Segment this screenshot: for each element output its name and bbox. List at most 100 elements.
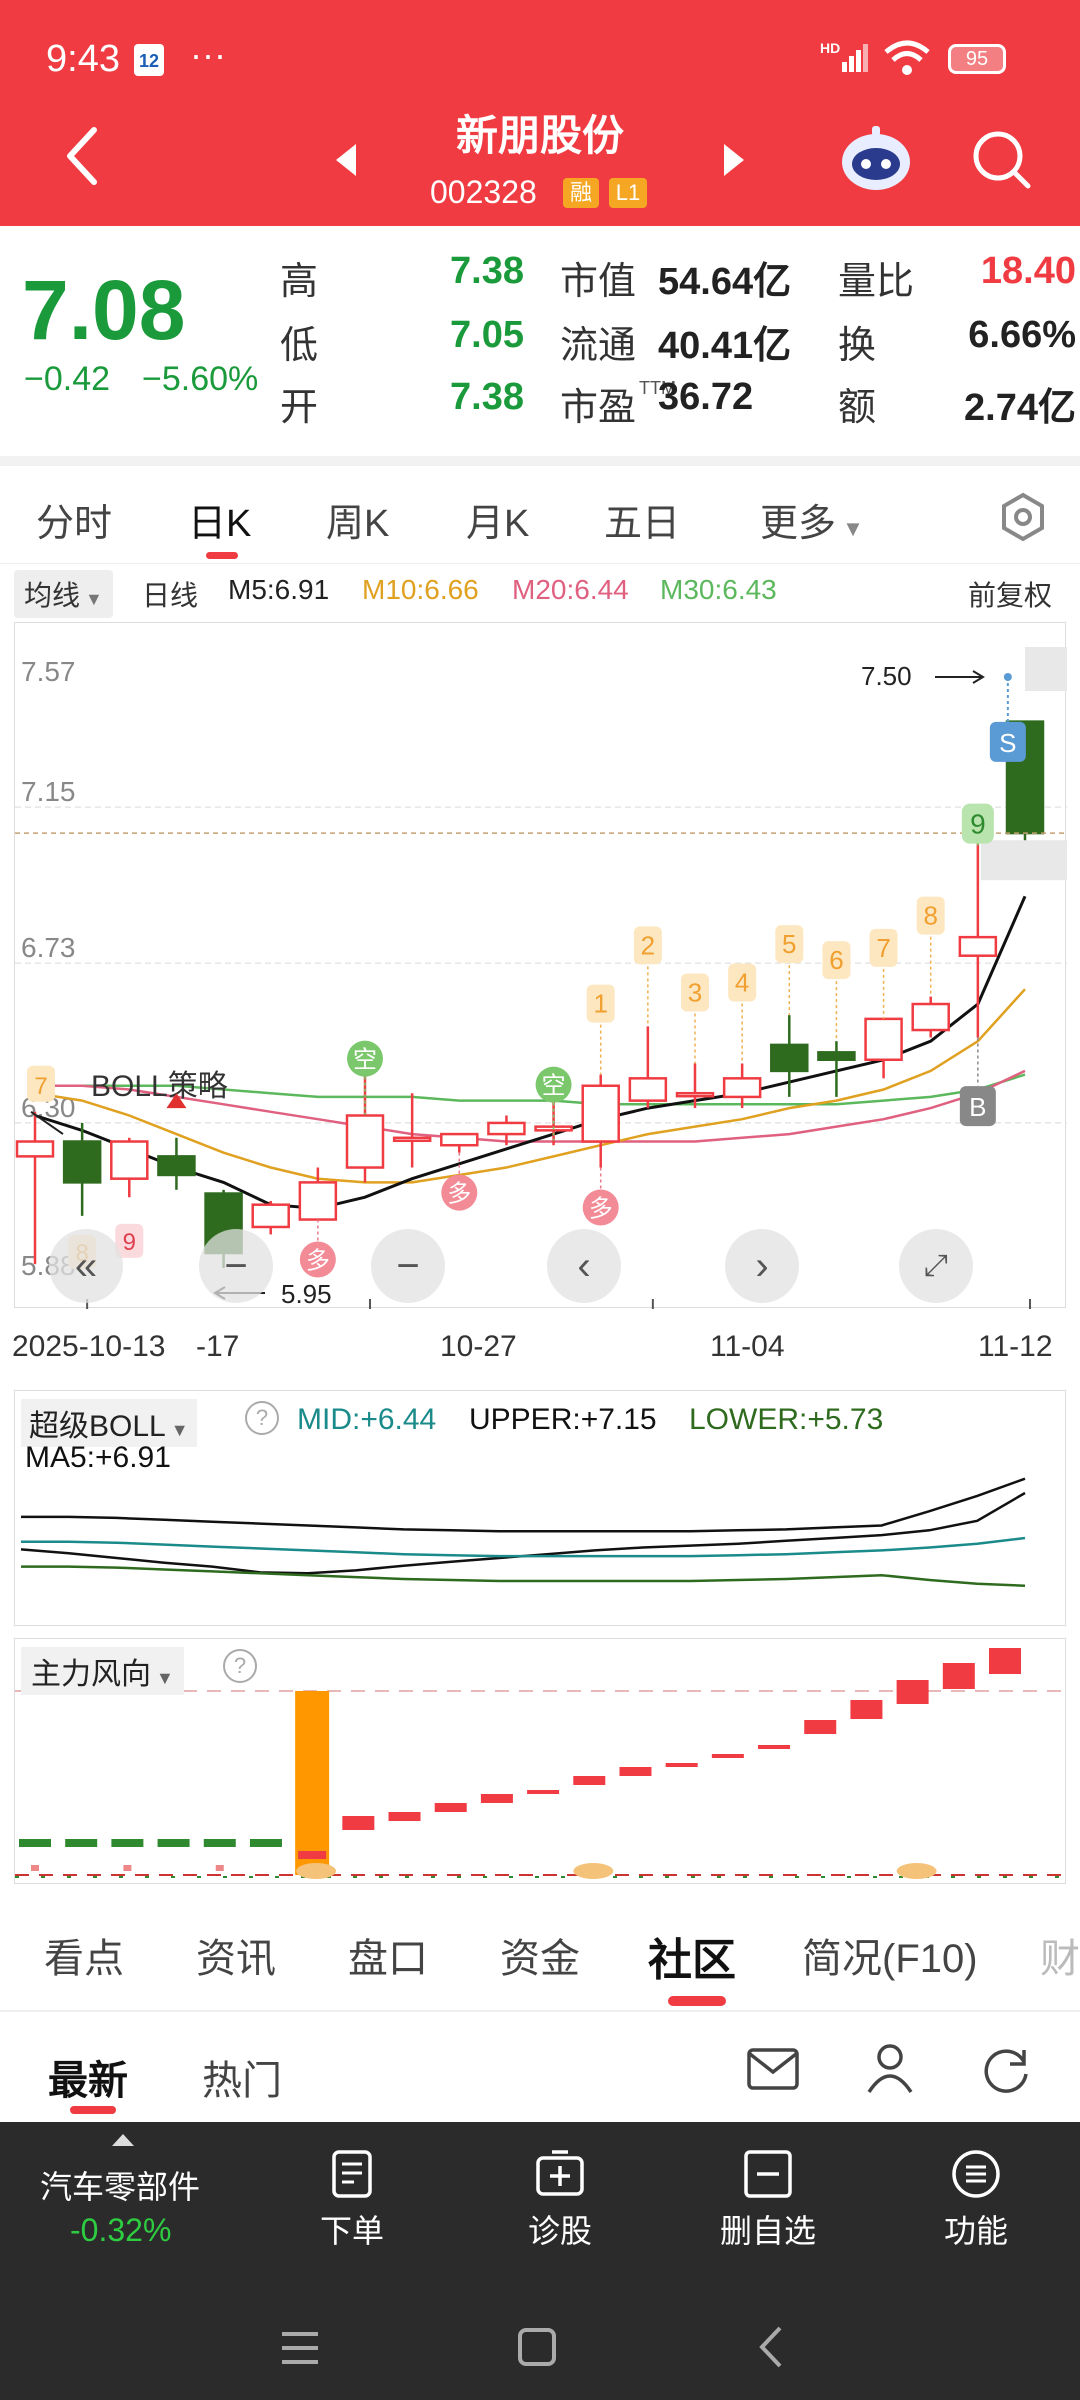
user-icon[interactable] <box>866 2042 914 2094</box>
zoom-out-button-2[interactable]: − <box>371 1229 445 1303</box>
price-box <box>981 840 1067 881</box>
strategy-label: BOLL策略 <box>91 1070 228 1103</box>
quote-label: 高 <box>280 261 319 303</box>
short-tag <box>347 1040 383 1077</box>
sequence-tag <box>728 963 757 1002</box>
sequence-tag-red <box>115 1223 144 1258</box>
tab-hot[interactable]: 热门 <box>202 2059 282 2103</box>
flow-bar <box>758 1745 791 1749</box>
zoom-out-button[interactable]: − <box>199 1229 273 1303</box>
tab-community[interactable]: 社区 <box>648 1936 736 1985</box>
diagnose-icon <box>536 2150 584 2196</box>
flow-selector[interactable]: 主力风向 ▼ <box>21 1647 184 1695</box>
refresh-icon[interactable] <box>980 2044 1032 2094</box>
flow-bar <box>65 1839 98 1847</box>
sequence-tag-number: 3 <box>688 977 702 1007</box>
flow-bar <box>665 1763 698 1767</box>
boll-panel: 超级BOLL ▼ ? MID:+6.44 UPPER:+7.15 LOWER:+… <box>14 1390 1066 1626</box>
chart-period-tabs: 分时 日K 周K 月K 五日 更多 ▼ <box>0 468 1080 564</box>
short-tag-label: 空 <box>542 1072 566 1100</box>
scroll-left-fast-button[interactable]: « <box>49 1229 123 1303</box>
functions-button[interactable]: 功能 <box>896 2148 1056 2252</box>
tab-daily-k[interactable]: 日K <box>188 503 252 545</box>
order-icon <box>332 2150 372 2198</box>
sequence-tag <box>869 928 898 967</box>
kline-chart[interactable]: 7.577.156.736.305.887.505.95BOLL策略123456… <box>14 622 1067 1309</box>
quote-label: 开 <box>280 387 319 429</box>
tab-orderbook[interactable]: 盘口 <box>348 1937 428 1981</box>
flow-tick <box>123 1865 132 1871</box>
candle-body <box>817 1051 856 1062</box>
quote-value: 7.38 <box>450 250 524 292</box>
expand-up-icon[interactable] <box>110 2132 136 2148</box>
divider <box>0 456 1080 466</box>
settings-hexagon-icon[interactable] <box>998 492 1048 542</box>
menu-circle-icon <box>952 2150 1000 2198</box>
boll-selector[interactable]: 超级BOLL ▼ <box>21 1399 197 1447</box>
sequence-tag <box>916 896 945 935</box>
sector-name[interactable]: 汽车零部件 <box>40 2169 201 2205</box>
sequence-tag <box>681 973 709 1012</box>
sequence-tag <box>775 925 804 964</box>
active-tab-indicator <box>206 552 238 559</box>
main-force-panel: 主力风向 ▼ ? <box>14 1638 1067 1884</box>
quote-value: 36.72 <box>658 376 754 418</box>
strategy-pointer <box>30 1110 64 1135</box>
help-icon[interactable]: ? <box>223 1649 257 1683</box>
tab-intraday[interactable]: 分时 <box>36 503 113 545</box>
tab-funds[interactable]: 资金 <box>500 1937 580 1981</box>
scroll-right-button[interactable]: › <box>725 1229 799 1303</box>
search-icon[interactable] <box>970 128 1034 192</box>
prev-stock-icon[interactable] <box>332 142 360 178</box>
tab-news[interactable]: 资讯 <box>196 1937 276 1981</box>
quote-value: 7.05 <box>450 314 524 356</box>
date-label: 2025-10-13 <box>12 1330 166 1363</box>
recent-apps-icon[interactable] <box>278 2328 322 2368</box>
quote-label: 市值 <box>560 261 637 303</box>
adjust-mode[interactable]: 前复权 <box>968 580 1053 611</box>
back-icon[interactable] <box>62 124 102 188</box>
flow-bar <box>711 1754 744 1758</box>
divider <box>0 2010 1080 2012</box>
fullscreen-button[interactable]: ⤢ <box>899 1229 973 1303</box>
tab-monthly-k[interactable]: 月K <box>466 503 530 545</box>
price-box <box>1025 647 1067 691</box>
tab-more[interactable]: 更多 ▼ <box>760 503 864 545</box>
next-stock-icon[interactable] <box>720 142 748 178</box>
flow-marker <box>896 1863 937 1879</box>
app-header: 9:43 12 ··· HD 95 新朋股份 002328 融 L1 <box>0 0 1080 226</box>
home-icon[interactable] <box>516 2326 558 2368</box>
order-button[interactable]: 下单 <box>272 2148 432 2252</box>
scroll-left-button[interactable]: ‹ <box>547 1229 621 1303</box>
tab-f10[interactable]: 简况(F10) <box>802 1937 978 1981</box>
candle-body <box>864 1017 903 1062</box>
stock-code: 002328 <box>430 174 537 210</box>
price-change-pct: −5.60% <box>142 360 259 398</box>
sell-tag <box>989 721 1026 762</box>
diagnose-button[interactable]: 诊股 <box>480 2148 640 2252</box>
level-badge: L1 <box>609 178 647 208</box>
candle-body <box>392 1136 432 1143</box>
mail-icon[interactable] <box>746 2046 800 2092</box>
help-icon[interactable]: ? <box>245 1401 279 1435</box>
robot-assistant-icon[interactable] <box>838 124 914 194</box>
tab-highlights[interactable]: 看点 <box>44 1937 124 1981</box>
nav-back-icon[interactable] <box>756 2324 786 2370</box>
status-dots: ··· <box>190 34 226 75</box>
tab-latest[interactable]: 最新 <box>48 2059 128 2103</box>
tab-five-day[interactable]: 五日 <box>604 503 681 545</box>
ma-period: 日线 <box>142 580 199 611</box>
sector-change: -0.32% <box>70 2212 172 2248</box>
quote-label: 换 <box>838 325 877 367</box>
tab-finance[interactable]: 财 <box>1040 1937 1080 1981</box>
short-tag <box>535 1066 572 1103</box>
sequence-tag-number: 5 <box>782 929 796 959</box>
long-tag-label: 多 <box>589 1195 613 1223</box>
margin-badge: 融 <box>563 178 599 208</box>
tab-weekly-k[interactable]: 周K <box>326 503 390 545</box>
sequence-tag-number: 1 <box>593 989 607 1019</box>
flow-bar <box>111 1839 144 1847</box>
remove-watchlist-button[interactable]: 删自选 <box>688 2148 848 2252</box>
ma-selector[interactable]: 均线 ▼ <box>14 570 113 618</box>
tag-dot <box>1003 673 1012 682</box>
